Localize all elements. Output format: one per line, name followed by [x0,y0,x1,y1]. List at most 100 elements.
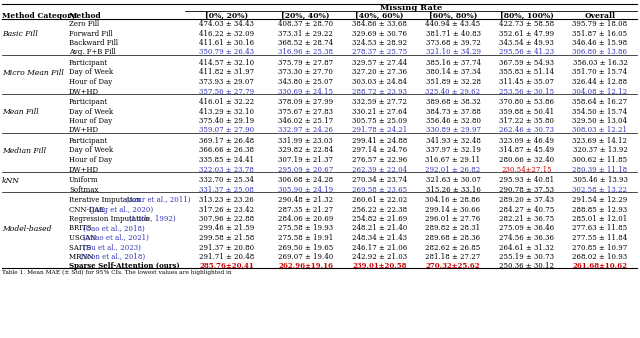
Text: (Du et al., 2023): (Du et al., 2023) [83,243,141,251]
Text: 256.22 ± 22.38: 256.22 ± 22.38 [352,206,407,214]
Text: 297.14 ± 24.76: 297.14 ± 24.76 [352,146,407,154]
Text: 276.57 ± 22.96: 276.57 ± 22.96 [352,156,407,164]
Text: (Azur et al., 2011): (Azur et al., 2011) [126,196,191,204]
Text: 350.79 ± 26.43: 350.79 ± 26.43 [199,48,254,56]
Text: 373.93 ± 29.07: 373.93 ± 29.07 [199,78,254,86]
Text: 352.61 ± 47.99: 352.61 ± 47.99 [499,29,554,38]
Text: 289.68 ± 28.36: 289.68 ± 28.36 [426,234,481,242]
Text: Participant: Participant [69,98,108,106]
Text: Day of Week: Day of Week [69,107,113,116]
Text: 329.82 ± 22.84: 329.82 ± 22.84 [278,146,333,154]
Text: 242.92 ± 21.03: 242.92 ± 21.03 [352,253,407,261]
Text: 295.56 ± 41.23: 295.56 ± 41.23 [499,48,554,56]
Text: 295.93 ± 40.81: 295.93 ± 40.81 [499,176,554,184]
Text: DW+HD: DW+HD [69,166,99,173]
Text: 355.83 ± 51.14: 355.83 ± 51.14 [499,69,554,76]
Text: 302.58 ± 13.22: 302.58 ± 13.22 [573,186,627,193]
Text: 378.09 ± 27.99: 378.09 ± 27.99 [278,98,333,106]
Text: 384.86 ± 33.68: 384.86 ± 33.68 [352,20,407,28]
Text: DW+HD: DW+HD [69,126,99,135]
Text: Missing Rate: Missing Rate [380,4,442,12]
Text: 330.89 ± 29.97: 330.89 ± 29.97 [426,126,481,135]
Text: 278.37 ± 25.75: 278.37 ± 25.75 [352,48,407,56]
Text: 230.54±27.15: 230.54±27.15 [501,166,552,173]
Text: 323.69 ± 14.12: 323.69 ± 14.12 [573,137,627,145]
Text: 260.61 ± 22.02: 260.61 ± 22.02 [352,196,407,204]
Text: 357.56 ± 27.79: 357.56 ± 27.79 [199,88,254,96]
Text: Table 1. Mean MAE (± Std) for 95% CIs. The lowest values are highlighted in: Table 1. Mean MAE (± Std) for 95% CIs. T… [2,270,232,275]
Text: 284.27 ± 40.75: 284.27 ± 40.75 [499,206,554,214]
Text: 289.82 ± 28.31: 289.82 ± 28.31 [426,224,481,233]
Text: 332.97 ± 24.26: 332.97 ± 24.26 [278,126,333,135]
Text: Sparse Self-Attention (ours): Sparse Self-Attention (ours) [69,263,180,270]
Text: 422.73 ± 58.58: 422.73 ± 58.58 [499,20,554,28]
Text: 326.44 ± 12.88: 326.44 ± 12.88 [572,78,628,86]
Text: Forward Fill: Forward Fill [69,29,113,38]
Text: 375.79 ± 27.87: 375.79 ± 27.87 [278,59,333,67]
Text: 275.58 ± 19.93: 275.58 ± 19.93 [278,224,333,233]
Text: 299.58 ± 21.58: 299.58 ± 21.58 [199,234,254,242]
Text: 280.66 ± 32.40: 280.66 ± 32.40 [499,156,554,164]
Text: 270.32±25.62: 270.32±25.62 [426,263,480,270]
Text: 321.63 ± 30.07: 321.63 ± 30.07 [426,176,481,184]
Text: 330.21 ± 27.64: 330.21 ± 27.64 [352,107,407,116]
Text: 246.17 ± 21.06: 246.17 ± 21.06 [352,243,407,251]
Text: 275.58 ± 19.91: 275.58 ± 19.91 [278,234,333,242]
Text: 300.62 ± 11.85: 300.62 ± 11.85 [572,156,628,164]
Text: Method: Method [69,11,102,20]
Text: 343.54 ± 49.93: 343.54 ± 49.93 [499,39,554,47]
Text: 316.96 ± 25.38: 316.96 ± 25.38 [278,48,333,56]
Text: 239.01±20.58: 239.01±20.58 [352,263,407,270]
Text: SAITS: SAITS [69,243,93,251]
Text: 354.50 ± 15.74: 354.50 ± 15.74 [572,107,628,116]
Text: 296.01 ± 27.76: 296.01 ± 27.76 [426,215,481,223]
Text: 385.16 ± 37.74: 385.16 ± 37.74 [426,59,481,67]
Text: 270.34 ± 23.74: 270.34 ± 23.74 [352,176,407,184]
Text: 262.96±19.16: 262.96±19.16 [278,263,333,270]
Text: [20%, 40%): [20%, 40%) [281,11,330,20]
Text: 356.46 ± 32.80: 356.46 ± 32.80 [426,117,481,125]
Text: 290.48 ± 21.32: 290.48 ± 21.32 [278,196,333,204]
Text: 335.85 ± 24.41: 335.85 ± 24.41 [199,156,254,164]
Text: 358.64 ± 16.27: 358.64 ± 16.27 [572,98,628,106]
Text: 343.80 ± 25.07: 343.80 ± 25.07 [278,78,333,86]
Text: 314.87 ± 45.49: 314.87 ± 45.49 [499,146,554,154]
Text: 288.72 ± 23.93: 288.72 ± 23.93 [352,88,407,96]
Text: 299.46 ± 21.59: 299.46 ± 21.59 [199,224,254,233]
Text: 277.55 ± 11.84: 277.55 ± 11.84 [572,234,628,242]
Text: (Jang et al., 2020): (Jang et al., 2020) [89,206,153,214]
Text: 330.69 ± 24.15: 330.69 ± 24.15 [278,88,333,96]
Text: 305.75 ± 25.09: 305.75 ± 25.09 [352,117,407,125]
Text: 299.41 ± 24.88: 299.41 ± 24.88 [352,137,407,145]
Text: 440.94 ± 43.45: 440.94 ± 43.45 [426,20,481,28]
Text: BRITS: BRITS [69,224,94,233]
Text: 341.93 ± 32.48: 341.93 ± 32.48 [426,137,481,145]
Text: 304.08 ± 12.12: 304.08 ± 12.12 [572,88,628,96]
Text: 285.01 ± 12.01: 285.01 ± 12.01 [572,215,628,223]
Text: 413.29 ± 32.10: 413.29 ± 32.10 [199,107,254,116]
Text: 373.68 ± 39.72: 373.68 ± 39.72 [426,39,481,47]
Text: 250.36 ± 30.12: 250.36 ± 30.12 [499,263,554,270]
Text: 248.34 ± 21.43: 248.34 ± 21.43 [352,234,407,242]
Text: 370.80 ± 53.86: 370.80 ± 53.86 [499,98,554,106]
Text: Micro Mean Fill: Micro Mean Fill [2,69,64,77]
Text: 332.59 ± 27.72: 332.59 ± 27.72 [352,98,407,106]
Text: Overall: Overall [584,11,616,20]
Text: 368.52 ± 28.74: 368.52 ± 28.74 [278,39,333,47]
Text: 305.90 ± 24.19: 305.90 ± 24.19 [278,186,333,193]
Text: Basic Fill: Basic Fill [2,30,38,38]
Text: 416.22 ± 32.09: 416.22 ± 32.09 [199,29,254,38]
Text: 373.31 ± 29.22: 373.31 ± 29.22 [278,29,333,38]
Text: 317.22 ± 35.80: 317.22 ± 35.80 [499,117,554,125]
Text: 351.87 ± 16.05: 351.87 ± 16.05 [572,29,628,38]
Text: 248.21 ± 21.40: 248.21 ± 21.40 [352,224,407,233]
Text: 290.78 ± 37.53: 290.78 ± 37.53 [499,186,554,193]
Text: 381.71 ± 40.83: 381.71 ± 40.83 [426,29,481,38]
Text: 269.58 ± 23.65: 269.58 ± 23.65 [352,186,407,193]
Text: 270.85 ± 10.97: 270.85 ± 10.97 [572,243,628,251]
Text: 284.06 ± 20.69: 284.06 ± 20.69 [278,215,333,223]
Text: 373.30 ± 27.70: 373.30 ± 27.70 [278,69,333,76]
Text: 329.57 ± 27.44: 329.57 ± 27.44 [352,59,407,67]
Text: 366.66 ± 26.38: 366.66 ± 26.38 [199,146,254,154]
Text: 384.73 ± 37.88: 384.73 ± 37.88 [426,107,481,116]
